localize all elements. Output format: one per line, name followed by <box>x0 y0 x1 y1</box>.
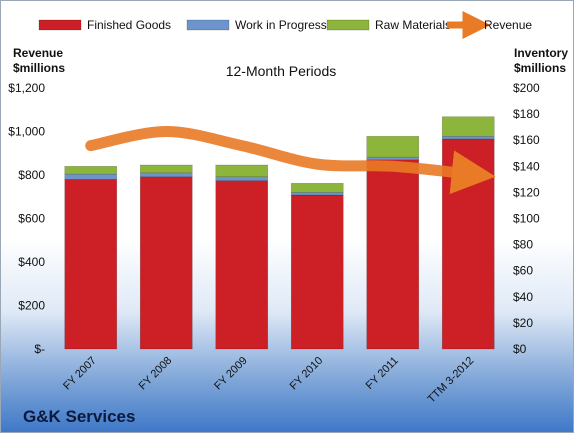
legend-swatch-raw-materials <box>326 19 370 31</box>
right-tick-label: $200 <box>513 81 540 95</box>
legend: Finished Goods Work in Progress Raw Materi… <box>38 11 532 39</box>
bar-raw-materials <box>139 164 193 174</box>
bar-work-in-progress <box>366 156 420 161</box>
right-axis-label-line1: Inventory <box>514 46 568 60</box>
right-tick-label: $120 <box>513 185 540 199</box>
bar-finished-goods <box>290 194 344 350</box>
x-tick-label: TTM 3-2012 <box>426 355 477 406</box>
chart-title: 12-Month Periods <box>226 63 337 79</box>
left-axis-label-line2: $millions <box>13 61 65 75</box>
bar-work-in-progress <box>139 172 193 178</box>
left-tick-label: $400 <box>18 255 45 269</box>
x-tick-label: FY 2011 <box>364 355 401 392</box>
legend-label-revenue: Revenue <box>484 18 532 32</box>
left-tick-label: $- <box>34 342 45 356</box>
right-tick-label: $100 <box>513 212 540 226</box>
left-tick-label: $200 <box>18 299 45 313</box>
bar-finished-goods <box>366 159 420 350</box>
bar-raw-materials <box>64 166 118 175</box>
x-tick-label: FY 2007 <box>61 355 99 393</box>
right-tick-label: $60 <box>513 264 533 278</box>
right-axis: $0 $20 $40 $60 $80 $100 $120 $140 $160 $180 $200 <box>513 81 540 356</box>
legend-label-raw-materials: Raw Materials <box>375 18 451 32</box>
legend-swatch-finished-goods <box>38 19 82 31</box>
left-axis: $- $200 $400 $600 $800 $1,000 $1,200 <box>8 81 45 356</box>
revenue-line-path <box>85 125 496 195</box>
bar-work-in-progress <box>215 176 269 181</box>
right-tick-label: $140 <box>513 159 540 173</box>
right-tick-label: $20 <box>513 316 533 330</box>
bar-finished-goods <box>139 176 193 350</box>
bar-finished-goods <box>215 180 269 350</box>
bar-work-in-progress <box>290 192 344 196</box>
left-tick-label: $800 <box>18 168 45 182</box>
bar-work-in-progress <box>64 173 118 180</box>
x-tick-label: FY 2009 <box>212 355 250 393</box>
right-tick-label: $40 <box>513 290 533 304</box>
bar-raw-materials <box>441 116 495 137</box>
left-tick-label: $1,000 <box>8 125 45 139</box>
x-axis-labels: FY 2007 FY 2008 FY 2009 FY 2010 FY 2011 TTM 3… <box>61 355 476 406</box>
revenue-line <box>85 125 496 195</box>
legend-swatch-work-in-progress <box>186 19 230 31</box>
legend-label-finished-goods: Finished Goods <box>87 18 171 32</box>
bar-raw-materials <box>366 135 420 158</box>
left-tick-label: $1,200 <box>8 81 45 95</box>
bar-raw-materials <box>290 182 344 193</box>
bar-work-in-progress <box>441 135 495 140</box>
company-name: G&K Services <box>23 407 136 426</box>
x-tick-label: FY 2008 <box>137 355 175 393</box>
right-tick-label: $80 <box>513 238 533 252</box>
right-axis-label-line2: $millions <box>514 61 566 75</box>
right-tick-label: $180 <box>513 107 540 121</box>
bar-raw-materials <box>215 164 269 178</box>
right-tick-label: $0 <box>513 342 527 356</box>
legend-label-work-in-progress: Work in Progress <box>235 18 327 32</box>
left-tick-label: $600 <box>18 212 45 226</box>
x-tick-label: FY 2010 <box>288 355 326 393</box>
left-axis-label-line1: Revenue <box>13 46 63 60</box>
bar-finished-goods <box>64 179 118 350</box>
right-tick-label: $160 <box>513 133 540 147</box>
